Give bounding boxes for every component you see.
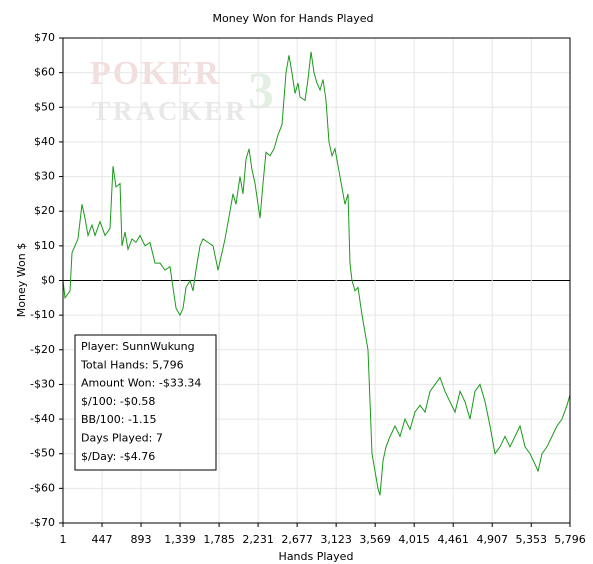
x-tick-label: 2,231 — [242, 533, 274, 546]
y-tick-label: -$20 — [30, 343, 55, 356]
x-tick-label: 893 — [131, 533, 152, 546]
y-tick-label: -$10 — [30, 308, 55, 321]
y-tick-label: -$70 — [30, 516, 55, 529]
x-tick-label: 447 — [92, 533, 113, 546]
y-tick-label: $30 — [34, 170, 55, 183]
x-axis-label: Hands Played — [279, 550, 354, 563]
x-tick-label: 5,353 — [515, 533, 547, 546]
y-axis-label: Money Won $ — [15, 243, 28, 317]
y-tick-label: $60 — [34, 66, 55, 79]
stats-box — [74, 334, 217, 471]
x-tick-label: 3,123 — [320, 533, 352, 546]
x-tick-label: 3,569 — [359, 533, 391, 546]
plot-border — [62, 37, 571, 524]
y-tick-label: -$30 — [30, 377, 55, 390]
x-tick-label: 1,785 — [203, 533, 235, 546]
x-tick-label: 5,796 — [554, 533, 586, 546]
x-tick-label: 2,677 — [281, 533, 313, 546]
stats-line: BB/100: -1.15 — [81, 413, 156, 426]
stats-line: Player: SunnWukung — [81, 340, 195, 353]
stats-line: $/Day: -$4.76 — [81, 450, 155, 463]
y-tick-label: -$60 — [30, 481, 55, 494]
y-tick-label: $10 — [34, 239, 55, 252]
y-tick-label: -$40 — [30, 412, 55, 425]
watermark: 3 — [248, 63, 274, 120]
stats-line: Amount Won: -$33.34 — [81, 377, 201, 390]
y-tick-label: -$50 — [30, 447, 55, 460]
watermark: TRACKER — [92, 96, 248, 126]
chart-title: Money Won for Hands Played — [213, 12, 374, 25]
y-tick-label: $50 — [34, 100, 55, 113]
y-tick-label: $0 — [41, 274, 55, 287]
line — [62, 51, 571, 496]
watermark: POKER — [90, 55, 221, 92]
y-tick-label: $20 — [34, 204, 55, 217]
stats-line: Total Hands: 5,796 — [80, 358, 184, 371]
x-tick-label: 4,015 — [398, 533, 430, 546]
stats-line: $/100: -$0.58 — [81, 395, 155, 408]
x-tick-label: 4,907 — [476, 533, 508, 546]
y-tick-label: $40 — [34, 135, 55, 148]
x-tick-label: 4,461 — [437, 533, 469, 546]
stats-line: Days Played: 7 — [81, 432, 163, 445]
x-tick-label: 1 — [60, 533, 67, 546]
x-tick-label: 1,339 — [164, 533, 196, 546]
y-tick-label: $70 — [34, 31, 55, 44]
